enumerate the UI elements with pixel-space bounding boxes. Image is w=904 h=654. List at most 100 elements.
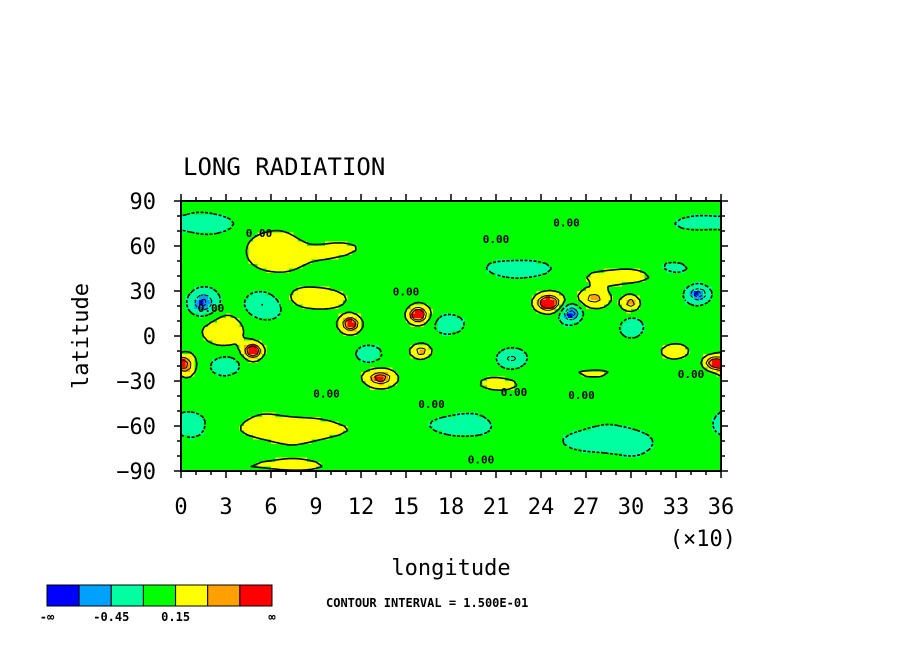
- field-cell: [244, 264, 249, 269]
- field-cell: [671, 300, 677, 305]
- field-cell: [703, 345, 708, 350]
- field-cell: [577, 372, 582, 377]
- field-cell: [311, 340, 317, 346]
- field-cell: [356, 259, 362, 265]
- field-cell: [352, 282, 357, 287]
- field-cell: [410, 214, 416, 220]
- field-cell: [334, 277, 339, 283]
- field-cell: [559, 241, 564, 247]
- field-cell: [316, 232, 321, 238]
- field-cell: [572, 201, 578, 206]
- field-cell: [478, 358, 483, 364]
- field-cell: [424, 241, 429, 247]
- field-cell: [428, 349, 434, 355]
- field-cell: [419, 246, 425, 251]
- field-cell: [320, 255, 326, 260]
- field-cell: [311, 205, 317, 211]
- field-cell: [577, 237, 582, 242]
- field-cell: [626, 300, 632, 305]
- field-cell: [311, 214, 317, 220]
- field-cell: [325, 264, 330, 269]
- field-cell: [329, 205, 335, 211]
- field-cell: [649, 286, 654, 292]
- field-cell: [563, 363, 569, 368]
- field-cell: [338, 246, 344, 251]
- field-cell: [653, 241, 659, 247]
- field-cell: [361, 318, 366, 323]
- field-cell: [433, 372, 438, 377]
- field-cell: [455, 214, 461, 220]
- field-cell: [586, 241, 591, 247]
- field-cell: [527, 228, 533, 233]
- field-cell: [685, 286, 690, 292]
- field-cell: [356, 210, 362, 215]
- field-cell: [550, 205, 555, 211]
- field-cell: [532, 340, 537, 346]
- field-cell: [469, 372, 474, 377]
- field-cell: [302, 201, 308, 206]
- field-cell: [248, 349, 254, 355]
- field-cell: [595, 241, 600, 247]
- field-cell: [604, 237, 609, 242]
- field-cell: [626, 327, 632, 332]
- field-cell: [226, 318, 231, 323]
- field-cell: [460, 345, 465, 350]
- field-cell: [316, 304, 321, 310]
- field-cell: [577, 273, 582, 278]
- field-cell: [649, 268, 654, 274]
- field-cell: [460, 367, 465, 373]
- field-cell: [568, 295, 573, 301]
- field-cell: [352, 250, 357, 256]
- field-cell: [554, 354, 560, 359]
- field-cell: [568, 237, 573, 242]
- field-cell: [406, 246, 411, 251]
- contour-field: [181, 201, 722, 472]
- field-cell: [370, 295, 375, 301]
- field-cell: [230, 201, 236, 206]
- field-cell: [523, 228, 528, 233]
- field-cell: [257, 259, 263, 265]
- field-cell: [311, 349, 317, 355]
- field-cell: [703, 277, 708, 283]
- field-cell: [509, 381, 515, 386]
- field-cell: [653, 340, 659, 346]
- field-cell: [302, 246, 308, 251]
- field-cell: [365, 309, 371, 314]
- field-cell: [667, 273, 672, 278]
- field-cell: [707, 340, 713, 346]
- field-cell: [613, 358, 618, 364]
- field-cell: [221, 286, 227, 292]
- field-cell: [320, 201, 326, 206]
- field-cell: [460, 331, 465, 337]
- field-cell: [370, 228, 375, 233]
- field-cell: [518, 349, 524, 355]
- field-cell: [527, 250, 533, 256]
- field-cell: [716, 304, 722, 310]
- field-cell: [698, 354, 704, 359]
- field-cell: [361, 282, 366, 287]
- field-cell: [716, 241, 722, 247]
- field-cell: [212, 277, 218, 283]
- field-cell: [545, 363, 551, 368]
- field-cell: [419, 205, 425, 211]
- field-cell: [689, 201, 695, 206]
- field-cell: [307, 264, 312, 269]
- field-cell: [181, 205, 186, 211]
- field-cell: [298, 201, 303, 206]
- field-cell: [622, 367, 627, 373]
- field-cell: [671, 228, 677, 233]
- field-cell: [388, 205, 393, 211]
- field-cell: [658, 246, 663, 251]
- field-cell: [370, 246, 375, 251]
- field-cell: [383, 349, 389, 355]
- field-cell: [181, 259, 186, 265]
- field-cell: [671, 205, 677, 211]
- field-cell: [212, 259, 218, 265]
- field-cell: [226, 255, 231, 260]
- field-cell: [185, 228, 191, 233]
- field-cell: [451, 300, 456, 305]
- field-cell: [302, 223, 308, 229]
- field-cell: [442, 358, 447, 364]
- field-cell: [554, 318, 560, 323]
- field-cell: [532, 304, 537, 310]
